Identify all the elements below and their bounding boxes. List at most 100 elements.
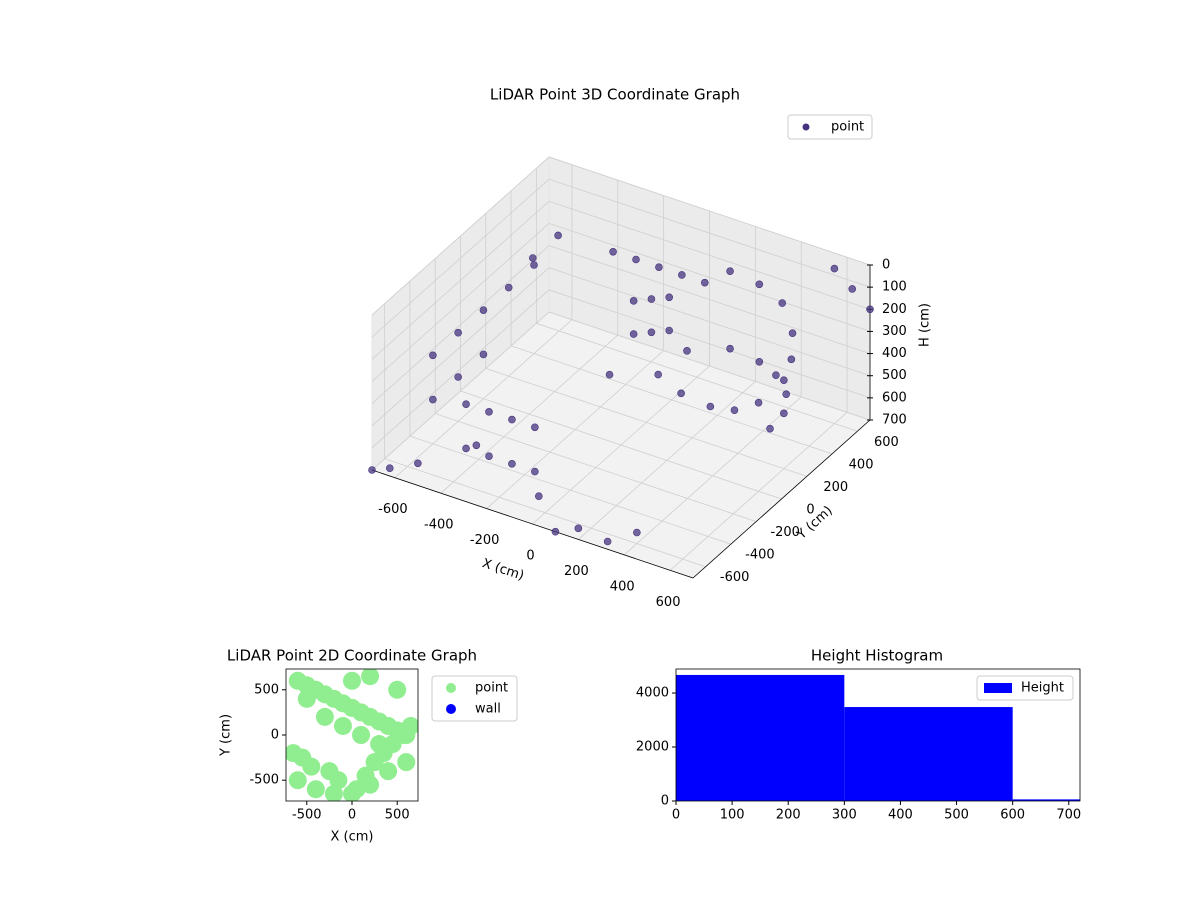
point <box>647 295 656 303</box>
x-tick-label: -400 <box>424 518 454 533</box>
y-axis-label: Y (cm) <box>219 714 234 757</box>
z-tick-label: 0 <box>882 258 890 273</box>
x-tick-label: 100 <box>720 808 745 823</box>
point <box>472 441 481 450</box>
point <box>401 716 418 735</box>
y-tick-label: -400 <box>745 548 775 563</box>
point <box>778 299 787 307</box>
point <box>462 444 470 453</box>
point <box>479 306 488 314</box>
point <box>574 524 583 533</box>
point <box>677 389 685 398</box>
plot-area <box>676 674 1080 801</box>
point <box>454 328 462 337</box>
point <box>508 415 516 424</box>
y-tick-label: -200 <box>770 525 800 540</box>
point <box>485 408 493 416</box>
point <box>603 537 612 546</box>
y-tick-label: 600 <box>874 435 899 450</box>
point <box>787 355 796 364</box>
y-tick-label: 200 <box>823 480 848 495</box>
point <box>352 726 371 744</box>
point <box>706 402 715 411</box>
grid-line <box>371 245 871 404</box>
point <box>429 395 437 404</box>
point <box>683 347 691 355</box>
point <box>329 771 348 790</box>
point <box>531 423 539 432</box>
legend-label: point <box>831 120 864 135</box>
x-tick-label: 0 <box>348 808 356 823</box>
point <box>479 350 488 359</box>
x-tick-label: 400 <box>888 808 913 823</box>
z-tick-label: 200 <box>882 302 907 317</box>
x-tick-label: 600 <box>656 595 681 610</box>
point <box>609 247 617 256</box>
x-axis <box>371 469 694 579</box>
point <box>531 467 539 476</box>
point <box>414 459 422 468</box>
z-tick-label: 300 <box>882 324 907 339</box>
point <box>866 305 874 314</box>
y-tick-label: 0 <box>806 503 814 518</box>
point <box>324 784 343 801</box>
point <box>782 390 791 398</box>
grid-line <box>371 200 871 360</box>
x-axis-label: X (cm) <box>331 830 374 845</box>
point <box>388 680 407 699</box>
point <box>755 280 764 289</box>
point <box>454 373 462 381</box>
point <box>429 351 437 360</box>
grid-line <box>371 178 871 338</box>
z-axis-label: H (cm) <box>918 303 933 347</box>
legend-box <box>787 114 873 140</box>
y-tick-label: 4000 <box>636 686 669 701</box>
point <box>665 326 674 335</box>
point <box>780 409 788 418</box>
y-tick-label: 400 <box>849 457 874 472</box>
x-tick-label: 200 <box>776 808 801 823</box>
y-tick-label: 2000 <box>636 740 669 755</box>
chart-title: Height Histogram <box>811 647 943 665</box>
point <box>504 283 513 292</box>
x-axis-label: X (cm) <box>480 556 526 584</box>
point <box>700 278 709 287</box>
chart-title: LiDAR Point 2D Coordinate Graph <box>227 647 477 665</box>
y-tick-label: 0 <box>271 728 279 743</box>
point <box>755 357 764 366</box>
point <box>379 762 398 781</box>
point <box>665 293 674 302</box>
point <box>535 492 543 501</box>
point <box>297 689 316 708</box>
point <box>551 527 560 536</box>
y-tick-label: 0 <box>661 794 669 809</box>
legend-box <box>976 675 1074 701</box>
legend-label: Height <box>1021 681 1064 696</box>
plot-area <box>286 669 418 801</box>
z-tick-label: 100 <box>882 280 907 295</box>
grid-line <box>371 267 871 427</box>
point <box>554 231 562 240</box>
point <box>848 285 857 293</box>
x-tick-label: 600 <box>1000 808 1025 823</box>
point <box>333 716 352 735</box>
point <box>529 254 537 262</box>
point <box>462 400 470 408</box>
point <box>508 460 516 468</box>
point <box>368 466 376 474</box>
point <box>730 406 739 414</box>
point <box>654 370 662 379</box>
y-axis <box>692 419 871 579</box>
point <box>766 424 774 433</box>
point <box>647 328 656 337</box>
point <box>361 669 380 686</box>
point <box>370 735 389 754</box>
x-tick-label: -600 <box>378 502 408 517</box>
point <box>772 371 780 379</box>
point <box>830 264 839 273</box>
y-tick-label: 500 <box>254 682 279 697</box>
grid-line <box>371 156 871 316</box>
point <box>605 370 614 379</box>
legend-marker <box>446 683 456 693</box>
y-tick-label: -500 <box>249 773 279 788</box>
